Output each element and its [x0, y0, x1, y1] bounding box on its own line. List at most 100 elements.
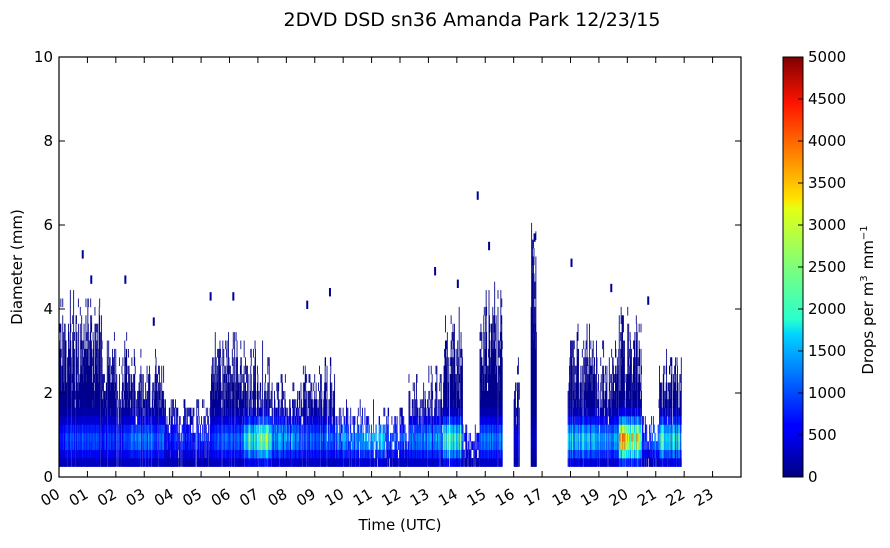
heatmap-cell	[236, 365, 238, 375]
heatmap-cell	[161, 432, 163, 442]
heatmap-cell	[116, 416, 118, 425]
heatmap-cell	[159, 449, 161, 459]
heatmap-cell	[132, 382, 134, 392]
heatmap-cell	[205, 441, 207, 450]
heatmap-cell	[169, 441, 171, 450]
heatmap-cell	[104, 407, 106, 417]
heatmap-cell	[230, 407, 232, 417]
heatmap-cell	[242, 424, 244, 434]
heatmap-cell	[157, 458, 159, 467]
heatmap-cell	[226, 424, 228, 434]
heatmap-cell	[98, 365, 100, 375]
heatmap-cell	[127, 407, 129, 417]
heatmap-cell	[106, 424, 108, 434]
heatmap-cell	[160, 407, 162, 417]
heatmap-cell	[84, 432, 85, 442]
heatmap-cell	[329, 449, 331, 459]
heatmap-cell	[94, 382, 96, 392]
heatmap-cell	[91, 382, 93, 392]
heatmap-cell	[226, 340, 228, 350]
heatmap-cell	[159, 416, 161, 425]
heatmap-cell	[91, 432, 93, 442]
heatmap-cell	[121, 432, 122, 442]
heatmap-cell	[149, 458, 151, 467]
heatmap-cell	[289, 424, 291, 434]
heatmap-cell	[318, 382, 319, 392]
heatmap-cell	[84, 365, 86, 375]
heatmap-cell	[64, 458, 66, 467]
heatmap-cell	[307, 458, 309, 467]
heatmap-cell	[81, 432, 83, 442]
heatmap-cell	[267, 424, 269, 434]
heatmap-cell	[220, 382, 222, 392]
heatmap-cell	[237, 390, 238, 400]
heatmap-cell	[60, 348, 62, 358]
heatmap-cell	[220, 390, 221, 400]
heatmap-cell	[79, 382, 81, 392]
heatmap-cell	[318, 424, 320, 434]
heatmap-cell	[69, 298, 71, 308]
heatmap-cell	[248, 449, 250, 459]
heatmap-cell	[171, 458, 173, 467]
heatmap-cell	[251, 441, 253, 450]
heatmap-cell	[183, 424, 185, 434]
heatmap-cell	[101, 332, 103, 341]
heatmap-cell	[96, 340, 98, 350]
heatmap-cell	[103, 399, 105, 408]
heatmap-cell	[146, 449, 148, 459]
heatmap-cell	[292, 399, 293, 408]
heatmap-cell	[190, 424, 192, 434]
heatmap-cell	[311, 441, 313, 450]
heatmap-cell	[286, 432, 288, 442]
heatmap-cell	[94, 382, 96, 392]
heatmap-cell	[142, 382, 144, 392]
heatmap-cell	[165, 399, 166, 408]
heatmap-cell	[265, 432, 266, 442]
heatmap-cell	[269, 432, 271, 442]
heatmap-cell	[91, 382, 93, 392]
heatmap-cell	[116, 399, 118, 408]
heatmap-cell	[233, 382, 235, 392]
heatmap-cell	[328, 432, 329, 442]
heatmap-cell	[89, 432, 91, 442]
heatmap-cell	[119, 424, 121, 434]
heatmap-cell	[108, 374, 110, 383]
heatmap-cell	[254, 382, 255, 392]
heatmap-cell	[93, 432, 95, 442]
heatmap-cell	[280, 399, 282, 408]
heatmap-cell	[246, 365, 247, 375]
heatmap-cell	[254, 407, 256, 417]
heatmap-cell	[300, 458, 302, 467]
heatmap-cell	[292, 424, 294, 434]
heatmap-cell	[244, 416, 246, 425]
heatmap-cell	[103, 458, 104, 467]
heatmap-cell	[184, 424, 186, 434]
heatmap-cell	[178, 441, 180, 450]
heatmap-cell	[260, 424, 262, 434]
heatmap-cell	[66, 399, 68, 408]
heatmap-cell	[68, 374, 70, 383]
heatmap-cell	[300, 432, 302, 442]
heatmap-cell	[111, 424, 113, 434]
heatmap-cell	[79, 449, 81, 459]
heatmap-cell	[250, 416, 252, 425]
heatmap-cell	[83, 432, 85, 442]
heatmap-cell	[67, 390, 68, 400]
heatmap-cell	[292, 382, 294, 392]
heatmap-cell	[190, 416, 192, 425]
heatmap-cell	[305, 449, 307, 459]
heatmap-cell	[67, 374, 68, 383]
heatmap-cell	[243, 449, 245, 459]
heatmap-cell	[124, 416, 126, 425]
heatmap-cell	[169, 416, 171, 425]
heatmap-cell	[116, 374, 118, 383]
heatmap-cell	[243, 458, 245, 467]
heatmap-cell	[86, 458, 88, 467]
heatmap-cell	[304, 441, 306, 450]
heatmap-cell	[84, 390, 86, 400]
heatmap-cell	[144, 407, 146, 417]
heatmap-cell	[75, 449, 77, 459]
heatmap-cell	[76, 399, 78, 408]
heatmap-cell	[190, 449, 192, 459]
heatmap-cell	[63, 458, 65, 467]
